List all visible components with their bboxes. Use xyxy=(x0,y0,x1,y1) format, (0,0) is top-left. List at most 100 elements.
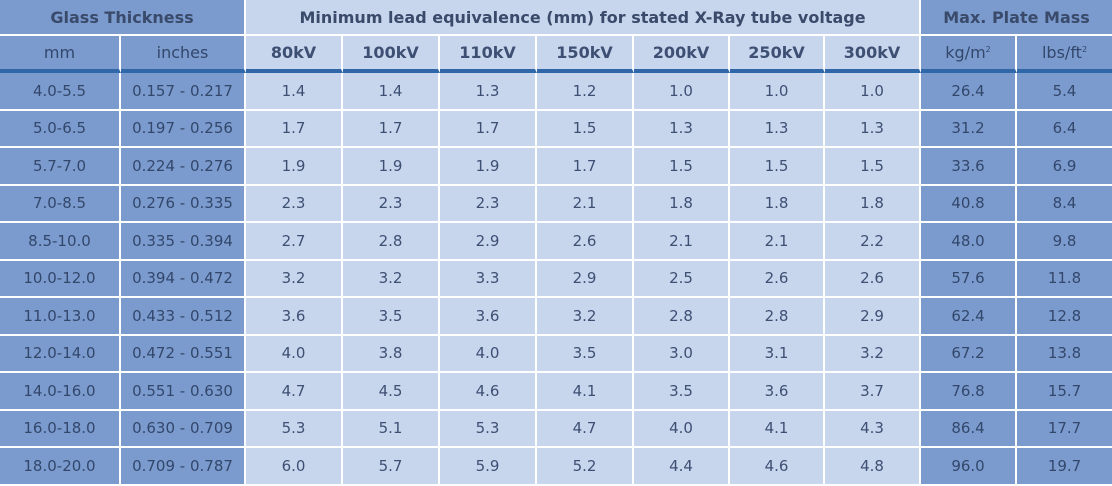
cell-80kv: 3.6 xyxy=(246,298,344,336)
cell-150kv: 5.2 xyxy=(537,448,635,486)
cell-mm: 5.7-7.0 xyxy=(0,148,121,186)
cell-150kv: 1.5 xyxy=(537,110,635,148)
cell-mm: 5.0-6.5 xyxy=(0,110,121,148)
cell-300kv: 3.2 xyxy=(825,335,922,373)
cell-100kv: 1.4 xyxy=(343,73,441,111)
column-header-row: mm inches 80kV 100kV 110kV 150kV 200kV 2… xyxy=(0,36,1112,73)
table-body: 4.0-5.5 0.157 - 0.217 1.4 1.4 1.3 1.2 1.0 1.0 1.… xyxy=(0,73,1112,486)
cell-80kv: 1.7 xyxy=(246,110,344,148)
cell-kg-m2: 76.8 xyxy=(921,373,1018,411)
cell-kg-m2: 86.4 xyxy=(921,410,1018,448)
lead-equivalence-header: Minimum lead equivalence (mm) for stated… xyxy=(246,0,922,36)
cell-110kv: 1.7 xyxy=(440,110,538,148)
cell-250kv: 1.5 xyxy=(730,148,826,186)
cell-kg-m2: 48.0 xyxy=(921,223,1018,261)
cell-100kv: 1.7 xyxy=(343,110,441,148)
col-header-200kv: 200kV xyxy=(634,36,731,73)
cell-250kv: 3.1 xyxy=(730,335,826,373)
cell-lbs-ft2: 6.9 xyxy=(1017,148,1112,186)
col-header-lbs-sup: 2 xyxy=(1081,45,1088,54)
cell-lbs-ft2: 13.8 xyxy=(1017,335,1112,373)
col-header-250kv: 250kV xyxy=(730,36,826,73)
cell-100kv: 3.8 xyxy=(343,335,441,373)
cell-250kv: 1.0 xyxy=(730,73,826,111)
cell-lbs-ft2: 17.7 xyxy=(1017,410,1112,448)
cell-200kv: 3.0 xyxy=(634,335,731,373)
cell-150kv: 2.6 xyxy=(537,223,635,261)
cell-110kv: 4.0 xyxy=(440,335,538,373)
cell-80kv: 1.4 xyxy=(246,73,344,111)
cell-mm: 4.0-5.5 xyxy=(0,73,121,111)
cell-200kv: 4.0 xyxy=(634,410,731,448)
table-row: 8.5-10.0 0.335 - 0.394 2.7 2.8 2.9 2.6 2.1 2.1 2… xyxy=(0,223,1112,261)
cell-mm: 7.0-8.5 xyxy=(0,185,121,223)
cell-110kv: 5.9 xyxy=(440,448,538,486)
col-header-lbs-base: lbs/ft xyxy=(1041,43,1082,62)
table-row: 18.0-20.0 0.709 - 0.787 6.0 5.7 5.9 5.2 4.4 4.6… xyxy=(0,448,1112,486)
col-header-mm: mm xyxy=(0,36,121,73)
cell-mm: 8.5-10.0 xyxy=(0,223,121,261)
cell-lbs-ft2: 11.8 xyxy=(1017,260,1112,298)
cell-kg-m2: 67.2 xyxy=(921,335,1018,373)
cell-lbs-ft2: 6.4 xyxy=(1017,110,1112,148)
cell-inches: 0.472 - 0.551 xyxy=(121,335,247,373)
cell-100kv: 1.9 xyxy=(343,148,441,186)
cell-110kv: 4.6 xyxy=(440,373,538,411)
cell-lbs-ft2: 9.8 xyxy=(1017,223,1112,261)
cell-80kv: 4.0 xyxy=(246,335,344,373)
cell-200kv: 1.3 xyxy=(634,110,731,148)
cell-300kv: 4.3 xyxy=(825,410,922,448)
col-header-100kv: 100kV xyxy=(343,36,441,73)
cell-150kv: 4.1 xyxy=(537,373,635,411)
cell-300kv: 1.8 xyxy=(825,185,922,223)
col-header-kg-base: kg/m xyxy=(945,43,986,62)
cell-80kv: 1.9 xyxy=(246,148,344,186)
max-plate-mass-header: Max. Plate Mass xyxy=(921,0,1112,36)
cell-150kv: 4.7 xyxy=(537,410,635,448)
col-header-110kv: 110kV xyxy=(440,36,538,73)
group-header-row: Glass Thickness Minimum lead equivalence… xyxy=(0,0,1112,36)
cell-300kv: 2.9 xyxy=(825,298,922,336)
cell-200kv: 2.1 xyxy=(634,223,731,261)
cell-inches: 0.276 - 0.335 xyxy=(121,185,247,223)
col-header-kg-sup: 2 xyxy=(985,45,991,54)
cell-200kv: 2.5 xyxy=(634,260,731,298)
cell-100kv: 3.5 xyxy=(343,298,441,336)
cell-kg-m2: 62.4 xyxy=(921,298,1018,336)
cell-200kv: 1.5 xyxy=(634,148,731,186)
cell-250kv: 1.3 xyxy=(730,110,826,148)
cell-80kv: 2.7 xyxy=(246,223,344,261)
cell-mm: 12.0-14.0 xyxy=(0,335,121,373)
cell-kg-m2: 96.0 xyxy=(921,448,1018,486)
cell-100kv: 2.3 xyxy=(343,185,441,223)
cell-200kv: 1.0 xyxy=(634,73,731,111)
cell-80kv: 5.3 xyxy=(246,410,344,448)
cell-150kv: 2.1 xyxy=(537,185,635,223)
cell-200kv: 2.8 xyxy=(634,298,731,336)
cell-mm: 11.0-13.0 xyxy=(0,298,121,336)
cell-inches: 0.224 - 0.276 xyxy=(121,148,247,186)
cell-kg-m2: 40.8 xyxy=(921,185,1018,223)
cell-300kv: 1.3 xyxy=(825,110,922,148)
cell-250kv: 4.6 xyxy=(730,448,826,486)
table-row: 5.0-6.5 0.197 - 0.256 1.7 1.7 1.7 1.5 1.3 1.3 1.… xyxy=(0,110,1112,148)
cell-250kv: 4.1 xyxy=(730,410,826,448)
cell-80kv: 3.2 xyxy=(246,260,344,298)
col-header-150kv: 150kV xyxy=(537,36,635,73)
cell-mm: 16.0-18.0 xyxy=(0,410,121,448)
cell-300kv: 2.6 xyxy=(825,260,922,298)
cell-300kv: 4.8 xyxy=(825,448,922,486)
cell-inches: 0.630 - 0.709 xyxy=(121,410,247,448)
cell-lbs-ft2: 8.4 xyxy=(1017,185,1112,223)
cell-250kv: 2.6 xyxy=(730,260,826,298)
cell-lbs-ft2: 12.8 xyxy=(1017,298,1112,336)
cell-kg-m2: 31.2 xyxy=(921,110,1018,148)
cell-inches: 0.335 - 0.394 xyxy=(121,223,247,261)
cell-80kv: 2.3 xyxy=(246,185,344,223)
table-row: 14.0-16.0 0.551 - 0.630 4.7 4.5 4.6 4.1 3.5 3.6… xyxy=(0,373,1112,411)
table-row: 16.0-18.0 0.630 - 0.709 5.3 5.1 5.3 4.7 4.0 4.1… xyxy=(0,410,1112,448)
table-row: 12.0-14.0 0.472 - 0.551 4.0 3.8 4.0 3.5 3.0 3.1… xyxy=(0,335,1112,373)
cell-200kv: 3.5 xyxy=(634,373,731,411)
cell-300kv: 1.5 xyxy=(825,148,922,186)
cell-300kv: 3.7 xyxy=(825,373,922,411)
